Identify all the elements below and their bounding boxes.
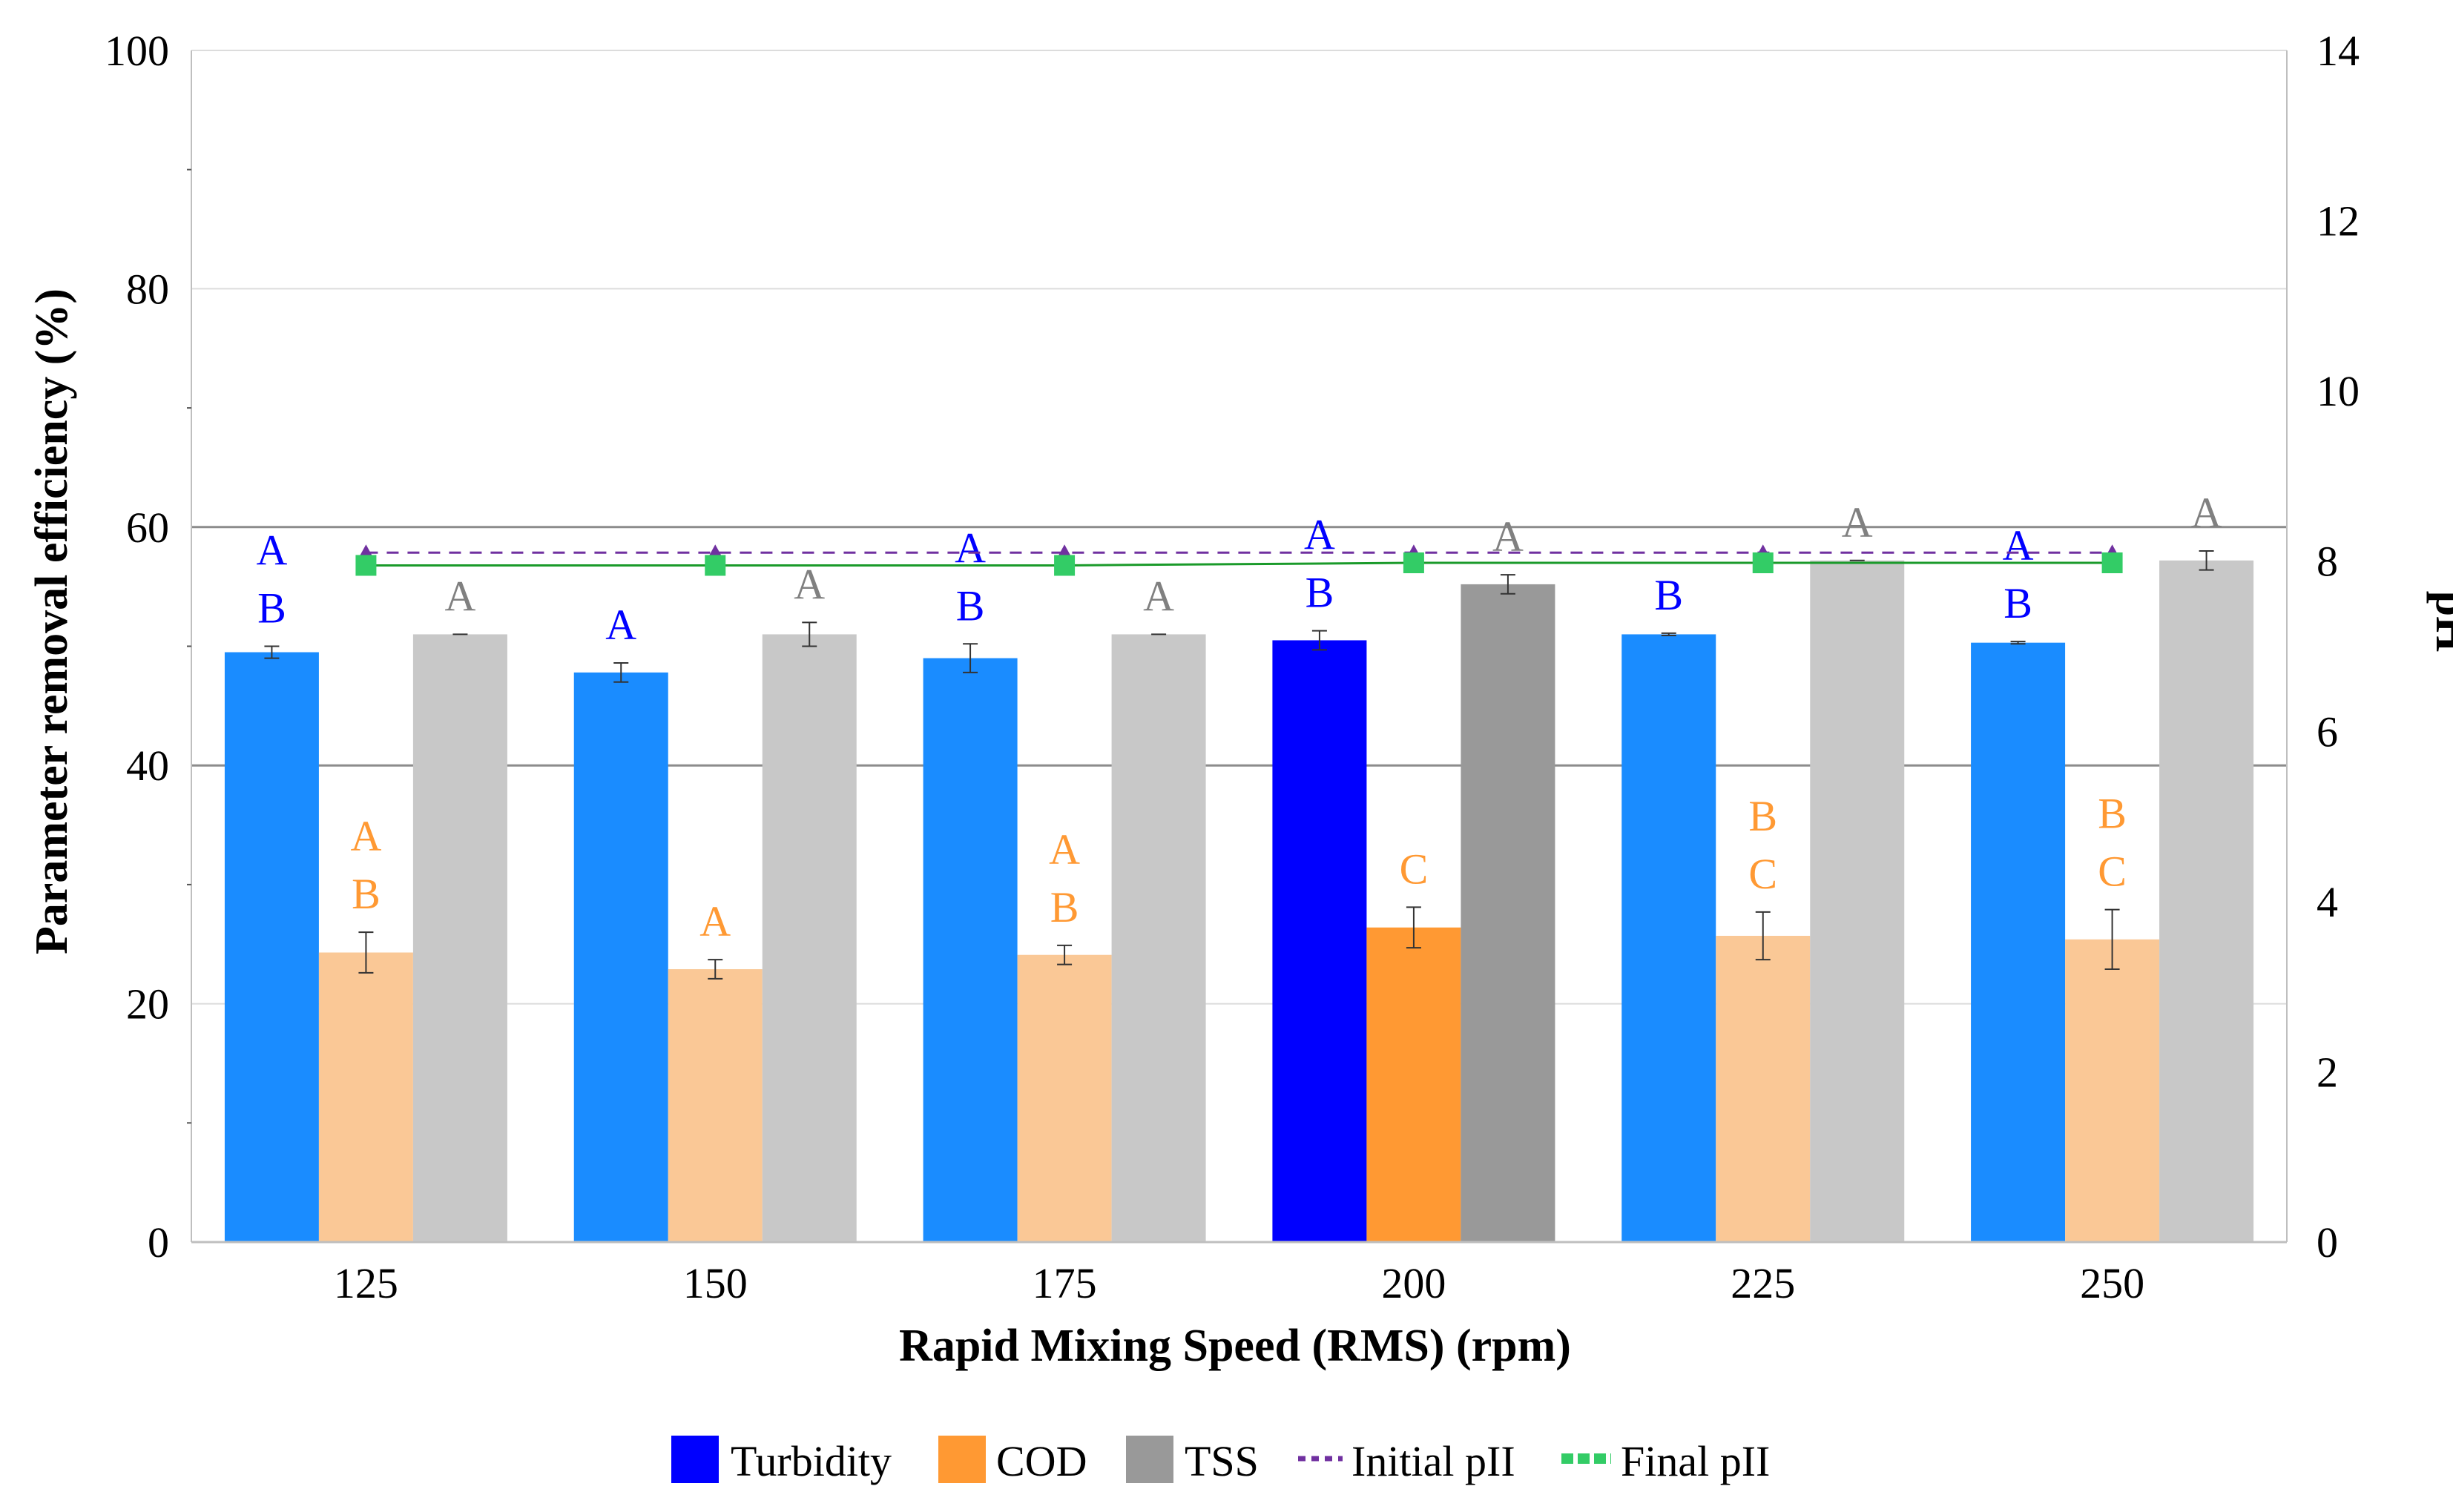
y-tick-label: 80 [126, 265, 169, 313]
final-ph-marker [355, 555, 377, 576]
y-axis-title: Parameter removal efficiency (%) [27, 288, 77, 954]
bar-tss-250 [2159, 560, 2254, 1242]
error-bar-cod-225 [1755, 911, 1771, 961]
y2-tick-label: 14 [2317, 27, 2360, 75]
bar-tss-225 [1810, 560, 1905, 1242]
bar-turbidity-250 [1971, 642, 2066, 1242]
bar-tss-150 [762, 634, 857, 1242]
legend-swatch-turbidity [671, 1436, 719, 1483]
x-axis-title: Rapid Mixing Speed (RMS) (rpm) [899, 1321, 1571, 1371]
ph-lines [355, 544, 2123, 576]
final-ph-marker [705, 555, 726, 576]
error-bar-tss-150 [802, 621, 817, 647]
y-tick-label: 0 [148, 1218, 169, 1267]
significance-letter-turbidity-150: A [605, 601, 636, 649]
significance-letter-turbidity-225: B [1654, 571, 1683, 619]
x-tick-label: 125 [334, 1259, 398, 1307]
final-ph-marker [1054, 555, 1076, 576]
error-bar-cod-125 [358, 931, 374, 974]
error-bar-turbidity-175 [963, 643, 978, 673]
y-tick-label: 20 [126, 980, 169, 1029]
x-tick-label: 225 [1731, 1259, 1795, 1307]
x-tick-label: 150 [683, 1259, 748, 1307]
error-bar-cod-150 [708, 959, 723, 980]
error-bar-tss-200 [1500, 574, 1515, 595]
bar-cod-200 [1366, 927, 1461, 1242]
error-bars [264, 549, 2214, 980]
bar-cod-150 [668, 968, 763, 1242]
tick-labels: 0 20 40 60 80 100 0 2 4 6 8 10 12 14 125 150 175 200 225 25… [105, 27, 2360, 1307]
bar-cod-175 [1017, 954, 1112, 1242]
y2-tick-label: 10 [2317, 367, 2360, 415]
legend-label-turbidity: Turbidity [731, 1437, 892, 1485]
error-bar-turbidity-150 [613, 661, 629, 683]
final-ph-marker [2101, 552, 2123, 574]
bar-turbidity-175 [923, 658, 1018, 1242]
legend-label-cod: COD [996, 1437, 1087, 1485]
legend: Turbidity COD TSS Initial pII Final pII [671, 1436, 1770, 1485]
y2-tick-label: 4 [2317, 878, 2338, 926]
significance-letter-tss-175: A [1143, 572, 1174, 620]
y2-axis-title: pH [2426, 591, 2453, 653]
final-ph-line [366, 561, 2113, 567]
x-tick-label: 200 [1381, 1259, 1446, 1307]
bar-turbidity-200 [1272, 640, 1367, 1242]
error-bar-turbidity-125 [264, 645, 280, 659]
error-bar-cod-200 [1406, 906, 1421, 949]
significance-letter-tss-125: A [444, 572, 475, 620]
significance-letter-tss-250: A [2191, 489, 2222, 537]
bar-tss-125 [412, 634, 507, 1242]
y2-tick-label: 12 [2317, 197, 2360, 245]
bars [224, 560, 2254, 1242]
bar-cod-225 [1716, 936, 1811, 1242]
error-bar-turbidity-250 [2010, 641, 2026, 645]
legend-swatch-cod [938, 1436, 986, 1483]
legend-label-initial-ph: Initial pII [1351, 1437, 1515, 1485]
x-tick-label: 175 [1033, 1259, 1097, 1307]
x-tick-label: 250 [2080, 1259, 2144, 1307]
error-bar-turbidity-200 [1311, 630, 1327, 651]
significance-letter-tss-150: A [794, 560, 825, 608]
bar-turbidity-225 [1621, 634, 1716, 1242]
y2-tick-label: 6 [2317, 707, 2338, 756]
error-bar-cod-250 [2104, 908, 2120, 970]
legend-label-final-ph: Final pII [1621, 1437, 1770, 1485]
y-tick-label: 60 [126, 504, 169, 552]
legend-label-tss: TSS [1185, 1437, 1259, 1485]
axes [187, 50, 2288, 1244]
y2-tick-label: 0 [2317, 1218, 2338, 1267]
significance-letter-cod-150: A [699, 897, 731, 945]
significance-letter-tss-225: A [1842, 498, 1873, 547]
error-bar-cod-175 [1057, 944, 1073, 965]
significance-letter-cod-200: C [1400, 845, 1429, 893]
gridlines [191, 50, 2287, 1005]
bar-cod-250 [2065, 939, 2160, 1242]
error-bar-tss-250 [2199, 549, 2214, 571]
final-ph-marker [1403, 552, 1424, 574]
final-ph-marker [1752, 552, 1774, 574]
y-tick-label: 100 [105, 27, 169, 75]
y-tick-label: 40 [126, 742, 169, 790]
bar-tss-200 [1461, 584, 1555, 1242]
y2-tick-label: 2 [2317, 1048, 2338, 1096]
bar-turbidity-125 [224, 652, 319, 1242]
bar-turbidity-150 [573, 672, 668, 1242]
error-bar-turbidity-225 [1661, 632, 1676, 637]
bar-tss-175 [1111, 634, 1206, 1242]
legend-swatch-tss [1126, 1436, 1173, 1483]
y2-tick-label: 8 [2317, 538, 2338, 586]
bar-cod-125 [318, 952, 413, 1242]
